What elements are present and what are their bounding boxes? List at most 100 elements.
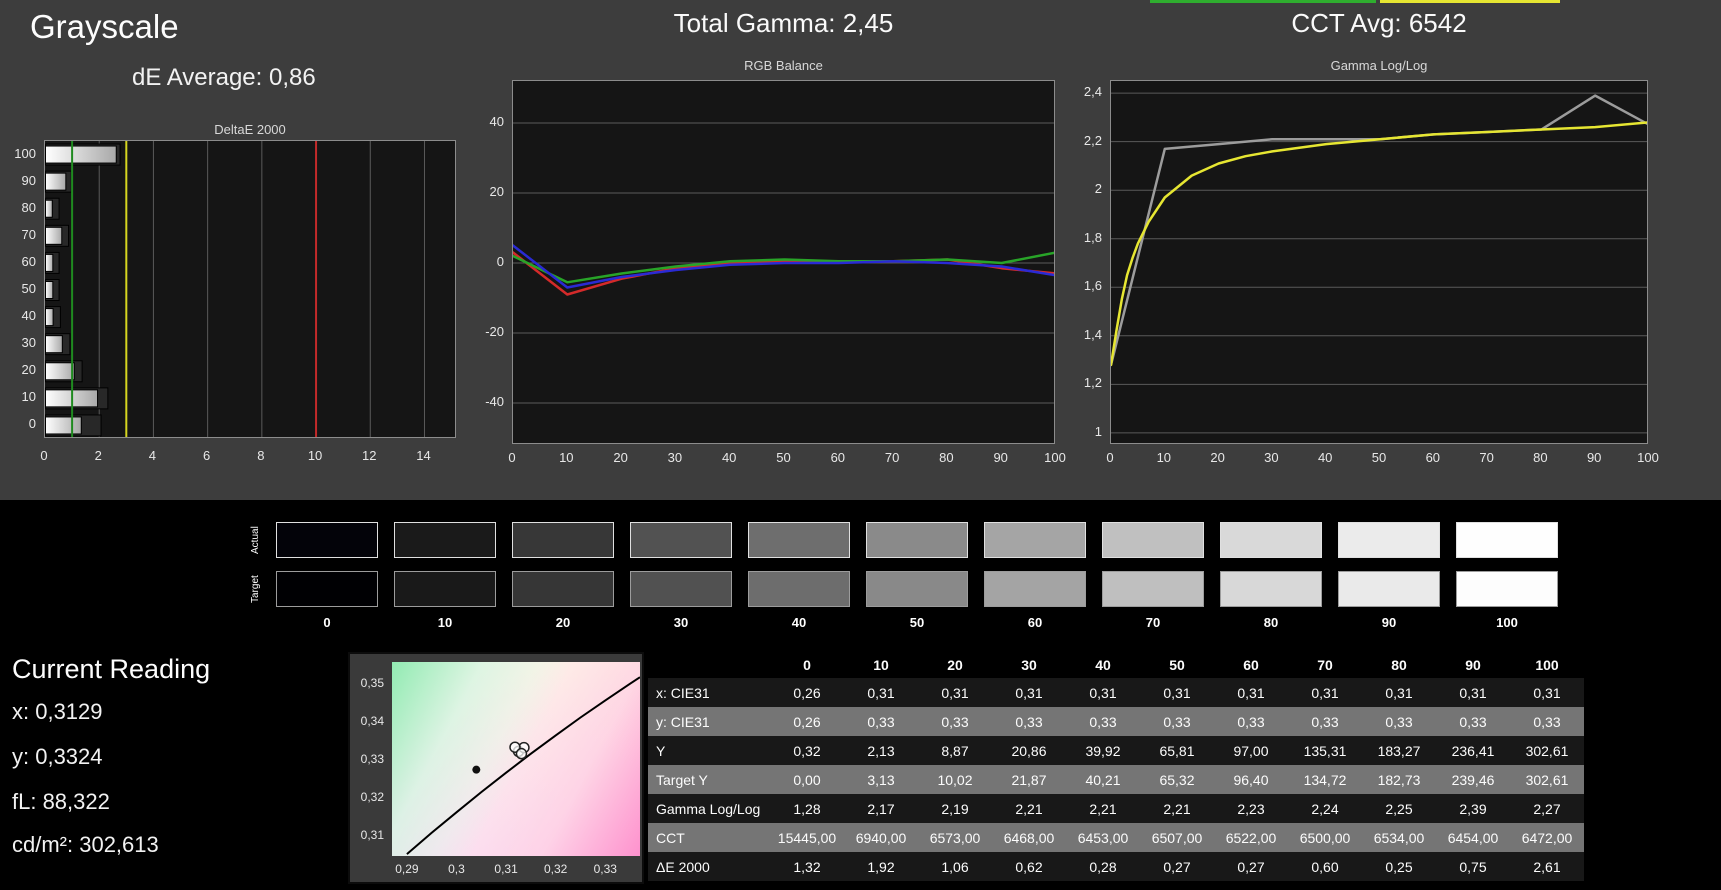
actual-row-label: Actual bbox=[250, 526, 261, 554]
table-cell: 236,41 bbox=[1451, 742, 1495, 759]
grayscale-swatch-strip: Actual Target 0 10 20 30 40 50 60 70 80 90 100 bbox=[0, 500, 1721, 642]
gamma-svg-xtick-label: 10 bbox=[1156, 450, 1172, 465]
table-cell: 2,21 bbox=[1163, 800, 1191, 817]
target-swatch-90 bbox=[1338, 571, 1440, 607]
actual-swatch-80 bbox=[1220, 522, 1322, 558]
current-reading-section: Current Reading x: 0,3129 y: 0,3324 fL: … bbox=[0, 642, 1721, 890]
table-cell: 6507,00 bbox=[1151, 829, 1203, 846]
gamma-chart-title: Gamma Log/Log bbox=[1330, 58, 1428, 73]
rgb-svg-xtick-label: 70 bbox=[884, 450, 900, 465]
gamma-svg-xtick-label: 80 bbox=[1533, 450, 1548, 465]
gamma-svg-xtick-label: 70 bbox=[1479, 450, 1494, 465]
table-cell: 0,31 bbox=[941, 684, 969, 701]
deltae-bar-chart bbox=[44, 140, 456, 438]
table-cell: 2,25 bbox=[1385, 800, 1413, 817]
table-cell: 21,87 bbox=[1011, 771, 1047, 788]
table-cell: 6472,00 bbox=[1521, 829, 1573, 846]
rgb-balance-chart-title: RGB Balance bbox=[744, 58, 823, 73]
table-cell: 1,32 bbox=[793, 858, 821, 875]
table-cell: 2,24 bbox=[1311, 800, 1339, 817]
table-cell: 239,46 bbox=[1451, 771, 1495, 788]
table-header-cell: 80 bbox=[1391, 657, 1407, 673]
actual-swatch-0 bbox=[276, 522, 378, 558]
table-cell: 0,33 bbox=[941, 713, 969, 730]
table-cell: 0,31 bbox=[1089, 684, 1117, 701]
table-cell: 0,26 bbox=[793, 684, 821, 701]
table-cell: 96,40 bbox=[1233, 771, 1269, 788]
cie-chromaticity-plot bbox=[392, 662, 640, 856]
target-swatch-100 bbox=[1456, 571, 1558, 607]
reading-x-value: x: 0,3129 bbox=[12, 699, 103, 724]
rgb-svg-xtick-label: 80 bbox=[939, 450, 954, 465]
table-cell: 0,31 bbox=[1533, 684, 1561, 701]
table-cell: 0,26 bbox=[793, 713, 821, 730]
table-row-label: Y bbox=[656, 742, 666, 759]
target-swatch-10 bbox=[394, 571, 496, 607]
table-cell: 0,31 bbox=[1311, 684, 1339, 701]
table-cell: 6940,00 bbox=[855, 829, 907, 846]
cie-xtick-label: 0,32 bbox=[543, 862, 568, 876]
deltae-xtick-label: 10 bbox=[307, 448, 323, 463]
cie-diagram-panel: 0,35 0,34 0,33 0,32 0,31 0,29 0,3 0,31 0,32 0,33 bbox=[348, 652, 644, 884]
deltae-x-axis-labels: 0 2 4 6 8 10 12 14 bbox=[40, 448, 456, 466]
cie-ytick-label: 0,35 bbox=[360, 675, 384, 690]
swatch-level-label: 60 bbox=[1027, 615, 1043, 630]
cie-ytick-label: 0,31 bbox=[360, 828, 384, 843]
table-cell: 0,32 bbox=[793, 742, 821, 759]
actual-swatch-50 bbox=[866, 522, 968, 558]
gamma-svg-xtick-label: 100 bbox=[1637, 450, 1659, 465]
table-cell: 0,33 bbox=[1015, 713, 1043, 730]
target-swatch-30 bbox=[630, 571, 732, 607]
table-row: Y 0,32 2,13 8,87 20,86 39,92 65,81 97,00 135,31 1… bbox=[648, 736, 1584, 765]
table-cell: 10,02 bbox=[937, 771, 973, 788]
deltae-ytick-label: 0 bbox=[28, 416, 36, 432]
table-cell: 0,33 bbox=[1237, 713, 1265, 730]
deltae-chart-title: DeltaE 2000 bbox=[214, 122, 286, 137]
table-cell: 1,28 bbox=[793, 800, 821, 817]
target-swatch-0 bbox=[276, 571, 378, 607]
table-cell: 0,33 bbox=[1311, 713, 1339, 730]
table-header-cell: 50 bbox=[1169, 657, 1185, 673]
table-cell: 97,00 bbox=[1233, 742, 1269, 759]
actual-swatch-40 bbox=[748, 522, 850, 558]
swatch-column-30: 30 bbox=[630, 522, 732, 630]
table-cell: 6500,00 bbox=[1299, 829, 1351, 846]
table-header-cell: 70 bbox=[1317, 657, 1333, 673]
total-gamma-readout: Total Gamma: 2,45 bbox=[673, 8, 894, 38]
table-cell: 6468,00 bbox=[1003, 829, 1055, 846]
grayscale-charts-section: Grayscale dE Average: 0,86 Total Gamma: … bbox=[0, 0, 1721, 500]
table-cell: 6522,00 bbox=[1225, 829, 1277, 846]
deltae-xtick-label: 2 bbox=[94, 448, 102, 463]
reading-fl-value: fL: 88,322 bbox=[12, 789, 110, 814]
table-cell: 0,31 bbox=[1237, 684, 1265, 701]
table-row-label: x: CIE31 bbox=[656, 684, 710, 701]
table-row-label: Target Y bbox=[656, 771, 708, 788]
table-cell: 2,19 bbox=[941, 800, 969, 817]
de-average-readout: dE Average: 0,86 bbox=[132, 64, 316, 91]
table-row: y: CIE31 0,26 0,33 0,33 0,33 0,33 0,33 0,33 0,33… bbox=[648, 707, 1584, 736]
table-cell: 0,31 bbox=[1015, 684, 1043, 701]
cie-ytick-label: 0,34 bbox=[360, 713, 384, 728]
gamma-log-log-chart bbox=[1110, 80, 1648, 444]
table-cell: 0,33 bbox=[1459, 713, 1487, 730]
gamma-svg-ytick-label: 1,6 bbox=[1083, 278, 1102, 294]
table-cell: 183,27 bbox=[1377, 742, 1421, 759]
table-cell: 1,92 bbox=[867, 858, 895, 875]
table-header-cell: 20 bbox=[947, 657, 963, 673]
cie-x-axis-labels: 0,29 0,3 0,31 0,32 0,33 bbox=[392, 862, 640, 878]
actual-swatch-70 bbox=[1102, 522, 1204, 558]
legend-green-mark bbox=[1150, 0, 1376, 3]
deltae-ytick-label: 40 bbox=[21, 308, 36, 324]
deltae-ytick-label: 60 bbox=[21, 253, 36, 269]
table-cell: 6534,00 bbox=[1373, 829, 1425, 846]
table-row: ΔE 2000 1,32 1,92 1,06 0,62 0,28 0,27 0,27 0,60 0… bbox=[648, 852, 1584, 881]
table-cell: 0,31 bbox=[1459, 684, 1487, 701]
gamma-svg-xtick-label: 40 bbox=[1317, 450, 1333, 465]
table-cell: 0,60 bbox=[1311, 858, 1339, 875]
gamma-svg-xtick-label: 0 bbox=[1106, 450, 1114, 465]
table-cell: 0,62 bbox=[1015, 858, 1043, 875]
table-header-cell: 0 bbox=[803, 657, 811, 673]
table-cell: 0,27 bbox=[1163, 858, 1191, 875]
table-cell: 0,27 bbox=[1237, 858, 1265, 875]
swatch-column-60: 60 bbox=[984, 522, 1086, 630]
